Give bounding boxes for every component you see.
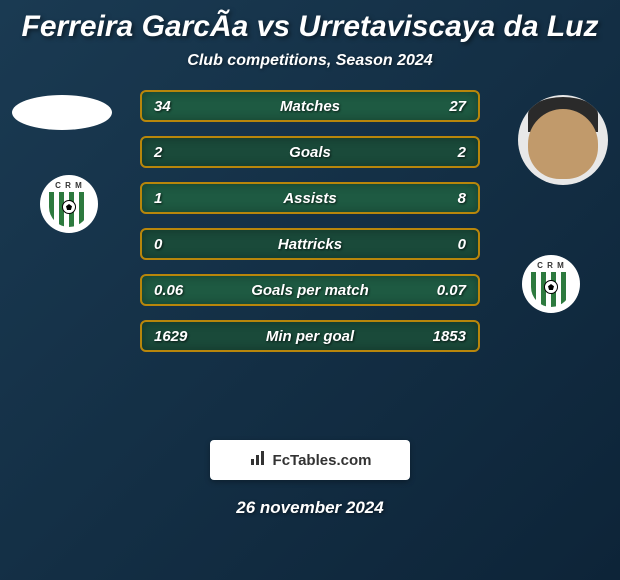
club-name-left: C R M bbox=[55, 181, 83, 190]
stat-left-value: 1 bbox=[154, 190, 194, 207]
chart-icon bbox=[249, 449, 267, 472]
stat-right-value: 2 bbox=[426, 144, 466, 161]
stat-row-goals: 2 Goals 2 bbox=[140, 136, 480, 168]
soccer-ball-icon bbox=[544, 280, 558, 294]
stat-label: Hattricks bbox=[278, 236, 342, 253]
stat-right-value: 27 bbox=[426, 98, 466, 115]
attribution-text: FcTables.com bbox=[273, 452, 372, 469]
stat-row-matches: 34 Matches 27 bbox=[140, 90, 480, 122]
stat-left-value: 1629 bbox=[154, 328, 194, 345]
main-content: C R M C R M 34 Matches 27 2 Goals 2 bbox=[0, 90, 620, 430]
soccer-ball-icon bbox=[62, 200, 76, 214]
date-text: 26 november 2024 bbox=[0, 498, 620, 518]
stat-row-assists: 1 Assists 8 bbox=[140, 182, 480, 214]
club-stripes-right bbox=[531, 272, 571, 307]
club-stripes-left bbox=[49, 192, 89, 227]
stats-area: 34 Matches 27 2 Goals 2 1 Assists 8 0 Ha… bbox=[140, 90, 480, 352]
club-logo-right: C R M bbox=[522, 255, 580, 313]
stat-label: Assists bbox=[283, 190, 336, 207]
avatar-face bbox=[528, 109, 598, 179]
stat-row-goals-per-match: 0.06 Goals per match 0.07 bbox=[140, 274, 480, 306]
stat-left-value: 0.06 bbox=[154, 282, 194, 299]
subtitle: Club competitions, Season 2024 bbox=[0, 52, 620, 70]
stat-row-hattricks: 0 Hattricks 0 bbox=[140, 228, 480, 260]
club-name-right: C R M bbox=[537, 261, 565, 270]
stat-right-value: 8 bbox=[426, 190, 466, 207]
stat-right-value: 1853 bbox=[426, 328, 466, 345]
stat-label: Goals per match bbox=[251, 282, 369, 299]
stat-left-value: 34 bbox=[154, 98, 194, 115]
stat-right-value: 0.07 bbox=[426, 282, 466, 299]
attribution-box: FcTables.com bbox=[210, 440, 410, 480]
stat-row-min-per-goal: 1629 Min per goal 1853 bbox=[140, 320, 480, 352]
stat-label: Matches bbox=[280, 98, 340, 115]
comparison-card: Ferreira GarcÃa vs Urretaviscaya da Luz … bbox=[0, 0, 620, 580]
stat-label: Goals bbox=[289, 144, 331, 161]
stat-left-value: 0 bbox=[154, 236, 194, 253]
player-avatar-right bbox=[518, 95, 608, 185]
stat-left-value: 2 bbox=[154, 144, 194, 161]
stat-label: Min per goal bbox=[266, 328, 354, 345]
page-title: Ferreira GarcÃa vs Urretaviscaya da Luz bbox=[0, 10, 620, 44]
player-avatar-left bbox=[12, 95, 112, 130]
club-logo-left: C R M bbox=[40, 175, 98, 233]
stat-right-value: 0 bbox=[426, 236, 466, 253]
